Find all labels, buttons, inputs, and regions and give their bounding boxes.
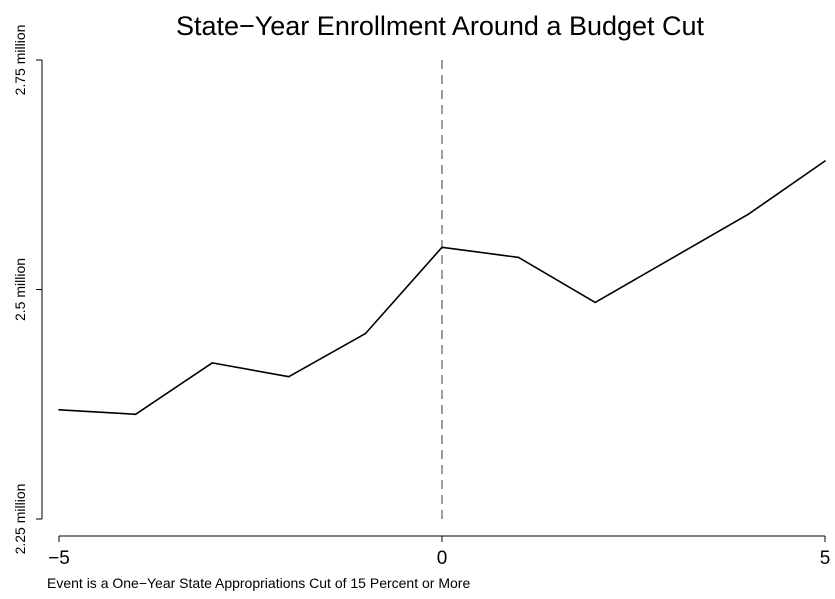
data-point bbox=[824, 160, 826, 162]
x-ticks: −5 0 5 bbox=[48, 536, 830, 569]
data-point bbox=[671, 257, 673, 260]
data-point bbox=[58, 408, 60, 411]
data-point bbox=[747, 213, 750, 216]
x-tick-label: 0 bbox=[437, 548, 448, 569]
data-point bbox=[517, 256, 520, 259]
data-point bbox=[364, 332, 367, 335]
x-tick-label: 5 bbox=[820, 548, 831, 569]
data-point bbox=[134, 413, 137, 416]
data-point bbox=[441, 246, 443, 249]
series-group bbox=[58, 160, 826, 416]
data-point bbox=[594, 301, 596, 304]
y-tick-label: 2.75 million bbox=[12, 25, 28, 96]
y-tick-label: 2.25 million bbox=[12, 484, 28, 555]
x-tick-label: −5 bbox=[48, 548, 70, 569]
y-ticks: 2.25 million 2.5 million 2.75 million bbox=[12, 25, 42, 555]
x-axis-label: Event is a One−Year State Appropriations… bbox=[47, 575, 470, 591]
chart-title: State−Year Enrollment Around a Budget Cu… bbox=[176, 11, 705, 41]
data-point bbox=[211, 362, 213, 364]
y-tick-label: 2.5 million bbox=[12, 258, 28, 321]
data-point bbox=[288, 375, 290, 378]
